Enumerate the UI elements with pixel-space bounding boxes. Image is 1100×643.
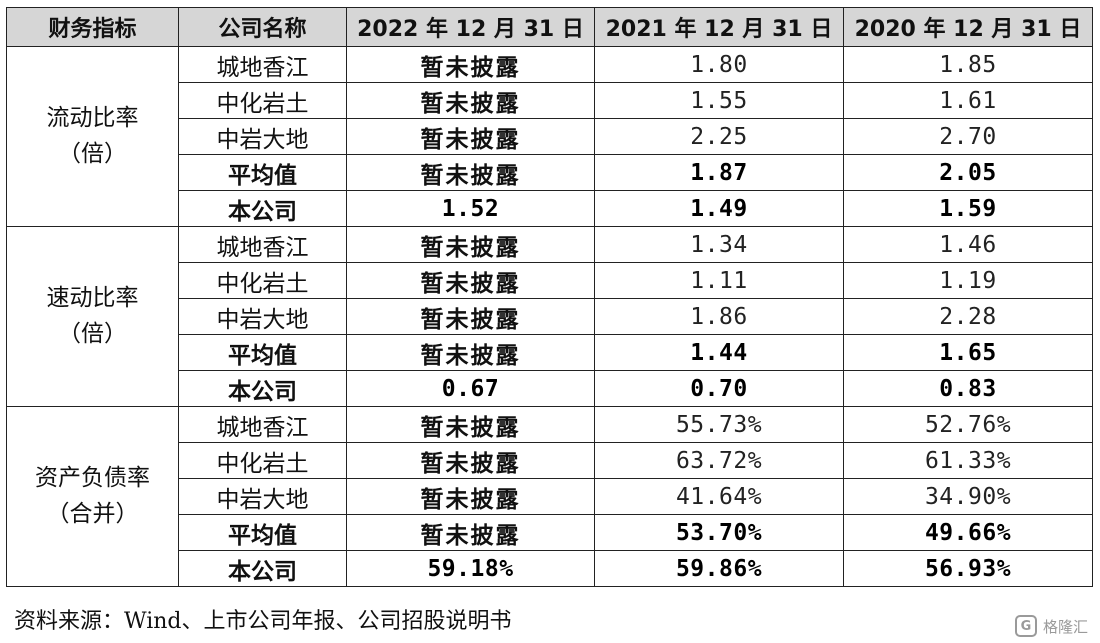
table-row: 中岩大地 暂未披露 41.64% 34.90% [7,478,1093,515]
value-2021-cell: 1.87 [594,154,844,191]
table-row: 中岩大地 暂未披露 1.86 2.28 [7,298,1093,335]
value-2022-cell: 暂未披露 [346,118,595,155]
table-row: 本公司 1.52 1.49 1.59 [7,190,1093,227]
value-2021-cell: 63.72% [594,442,844,479]
value-2022-cell: 1.52 [346,190,595,227]
value-2020-cell: 34.90% [843,478,1093,515]
company-cell: 平均值 [178,514,347,551]
table-row: 流动比率 （倍） 城地香江 暂未披露 1.80 1.85 [6,46,1093,227]
value-2020-cell: 1.65 [843,334,1093,371]
header-2020: 2020 年 12 月 31 日 [843,7,1093,47]
value-2021-cell: 1.11 [594,262,844,299]
watermark-text: 格隆汇 [1042,617,1088,636]
value-2022-cell: 暂未披露 [346,226,595,263]
company-cell: 城地香江 [178,406,347,443]
value-2021-cell: 41.64% [594,478,844,515]
value-2021-cell: 1.34 [594,226,844,263]
table-row: 平均值 暂未披露 53.70% 49.66% [7,514,1093,551]
value-2020-cell: 49.66% [843,514,1093,551]
table-row: 平均值 暂未披露 1.44 1.65 [7,334,1093,371]
value-2021-cell: 2.25 [594,118,844,155]
metric-unit: （合并） [46,500,139,527]
watermark-logo-icon: G [1014,615,1037,637]
table-row: 本公司 59.18% 59.86% 56.93% [7,550,1093,587]
value-2022-cell: 暂未披露 [346,154,595,191]
value-2022-cell: 暂未披露 [346,478,595,515]
metric-unit: （倍） [58,140,127,167]
value-2021-cell: 1.55 [594,82,844,119]
metric-name: 速动比率 [46,284,139,311]
value-2020-cell: 2.05 [843,154,1093,191]
header-2021: 2021 年 12 月 31 日 [594,7,844,47]
value-2022-cell: 0.67 [346,370,595,407]
value-2020-cell: 1.59 [843,190,1093,227]
value-2022-cell: 暂未披露 [346,406,595,443]
value-2020-cell: 1.85 [843,46,1093,83]
value-2022-cell: 暂未披露 [346,46,595,83]
company-cell: 城地香江 [178,46,347,83]
metric-unit: （倍） [58,320,127,347]
value-2021-cell: 1.44 [594,334,844,371]
company-cell: 中岩大地 [178,478,347,515]
company-cell: 平均值 [178,334,347,371]
header-company: 公司名称 [178,7,347,47]
watermark: G 格隆汇 [1014,615,1088,637]
value-2020-cell: 1.61 [843,82,1093,119]
value-2021-cell: 55.73% [594,406,844,443]
value-2020-cell: 52.76% [843,406,1093,443]
value-2020-cell: 1.19 [843,262,1093,299]
company-cell: 中化岩土 [178,82,347,119]
value-2022-cell: 暂未披露 [346,262,595,299]
company-cell: 中化岩土 [178,442,347,479]
table-row: 平均值 暂未披露 1.87 2.05 [7,154,1093,191]
table-row: 资产负债率 （合并） 城地香江 暂未披露 55.73% 52.76% [6,406,1093,587]
value-2020-cell: 2.70 [843,118,1093,155]
value-2022-cell: 暂未披露 [346,298,595,335]
metric-cell: 资产负债率 （合并） [6,406,179,587]
value-2020-cell: 2.28 [843,298,1093,335]
company-cell: 中岩大地 [178,118,347,155]
table-row: 中化岩土 暂未披露 63.72% 61.33% [7,442,1093,479]
header-row: 财务指标 公司名称 2022 年 12 月 31 日 2021 年 12 月 3… [6,7,1093,47]
value-2021-cell: 1.86 [594,298,844,335]
value-2020-cell: 0.83 [843,370,1093,407]
metric-name: 资产负债率 [35,464,150,491]
financial-indicators-table: 财务指标 公司名称 2022 年 12 月 31 日 2021 年 12 月 3… [6,7,1093,587]
header-2022: 2022 年 12 月 31 日 [346,7,595,47]
value-2021-cell: 0.70 [594,370,844,407]
value-2020-cell: 61.33% [843,442,1093,479]
metric-cell: 流动比率 （倍） [6,46,179,227]
table-row: 中化岩土 暂未披露 1.11 1.19 [7,262,1093,299]
value-2021-cell: 1.49 [594,190,844,227]
table-row: 速动比率 （倍） 城地香江 暂未披露 1.34 1.46 [6,226,1093,407]
company-cell: 本公司 [178,370,347,407]
company-cell: 平均值 [178,154,347,191]
source-note: 资料来源：Wind、上市公司年报、公司招股说明书 [14,609,512,634]
company-cell: 本公司 [178,550,347,587]
header-metric: 财务指标 [6,7,179,47]
value-2021-cell: 59.86% [594,550,844,587]
value-2022-cell: 暂未披露 [346,82,595,119]
value-2022-cell: 59.18% [346,550,595,587]
value-2020-cell: 1.46 [843,226,1093,263]
metric-name: 流动比率 [46,104,139,131]
company-cell: 中岩大地 [178,298,347,335]
value-2021-cell: 53.70% [594,514,844,551]
value-2022-cell: 暂未披露 [346,514,595,551]
value-2021-cell: 1.80 [594,46,844,83]
metric-cell: 速动比率 （倍） [6,226,179,407]
value-2022-cell: 暂未披露 [346,442,595,479]
company-cell: 城地香江 [178,226,347,263]
value-2020-cell: 56.93% [843,550,1093,587]
company-cell: 中化岩土 [178,262,347,299]
company-cell: 本公司 [178,190,347,227]
value-2022-cell: 暂未披露 [346,334,595,371]
